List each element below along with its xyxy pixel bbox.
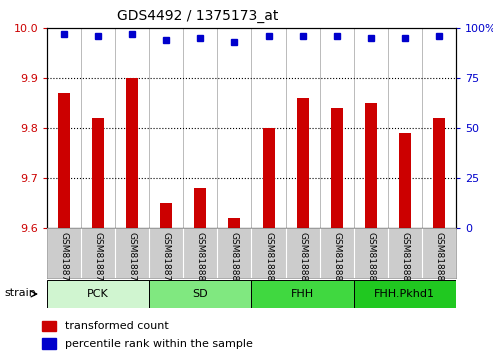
Bar bbox=[433, 118, 445, 354]
Bar bbox=[365, 103, 377, 354]
Text: transformed count: transformed count bbox=[65, 321, 168, 331]
Text: percentile rank within the sample: percentile rank within the sample bbox=[65, 339, 252, 349]
Bar bbox=[251, 280, 354, 308]
Text: FHH: FHH bbox=[291, 289, 314, 299]
Bar bbox=[331, 108, 343, 354]
Text: GSM818885: GSM818885 bbox=[366, 232, 375, 287]
Bar bbox=[42, 338, 56, 349]
Bar bbox=[149, 280, 251, 308]
Bar bbox=[354, 280, 456, 308]
Bar bbox=[399, 133, 411, 354]
Bar bbox=[263, 128, 275, 354]
Text: GSM818886: GSM818886 bbox=[400, 232, 409, 287]
Text: GSM818876: GSM818876 bbox=[60, 232, 69, 287]
Bar bbox=[297, 98, 309, 354]
Bar bbox=[92, 118, 104, 354]
Text: GSM818887: GSM818887 bbox=[434, 232, 444, 287]
Bar bbox=[126, 78, 138, 354]
Text: strain: strain bbox=[4, 287, 36, 298]
Bar bbox=[47, 280, 149, 308]
Bar bbox=[42, 320, 56, 331]
Text: GSM818877: GSM818877 bbox=[94, 232, 103, 287]
Text: GSM818879: GSM818879 bbox=[162, 232, 171, 287]
Text: GSM818878: GSM818878 bbox=[128, 232, 137, 287]
Bar bbox=[58, 93, 70, 354]
Text: GSM818881: GSM818881 bbox=[230, 232, 239, 287]
Bar bbox=[228, 218, 241, 354]
Text: GSM818884: GSM818884 bbox=[332, 232, 341, 287]
Text: GSM818880: GSM818880 bbox=[196, 232, 205, 287]
Text: GSM818882: GSM818882 bbox=[264, 232, 273, 287]
Text: GSM818883: GSM818883 bbox=[298, 232, 307, 287]
Text: PCK: PCK bbox=[87, 289, 109, 299]
Bar bbox=[194, 188, 207, 354]
Bar bbox=[160, 203, 172, 354]
Text: SD: SD bbox=[193, 289, 208, 299]
Text: GDS4492 / 1375173_at: GDS4492 / 1375173_at bbox=[116, 9, 278, 23]
Text: FHH.Pkhd1: FHH.Pkhd1 bbox=[374, 289, 435, 299]
